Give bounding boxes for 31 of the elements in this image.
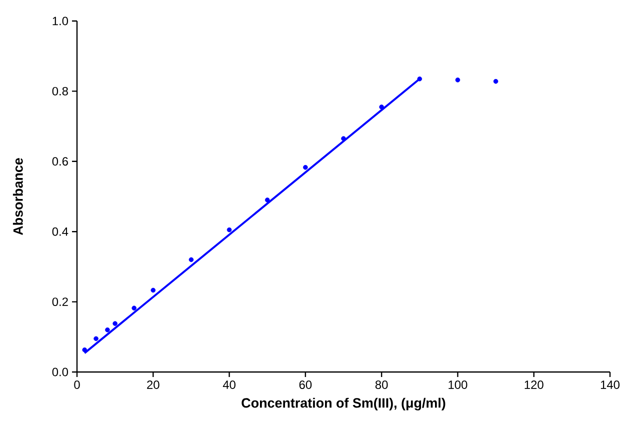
y-tick-label: 0.0 [52, 368, 68, 376]
y-tick-label: 0.2 [52, 298, 68, 306]
y-tick-label: 1.0 [52, 16, 68, 26]
x-tick-label: 20 [147, 380, 160, 389]
y-tick-label: 0.4 [52, 227, 68, 236]
point [188, 257, 194, 262]
point [132, 306, 137, 311]
point [455, 78, 460, 82]
point [94, 336, 98, 342]
x-tick-label: 0 [74, 380, 80, 389]
y-tick-label: 0.6 [52, 157, 68, 166]
point [226, 227, 232, 232]
point [341, 136, 346, 141]
x-axis-title: Concentration of Sm(III), (μg/ml) [242, 398, 446, 410]
point [150, 288, 156, 293]
x-tick-label: 100 [448, 380, 468, 389]
point [264, 198, 270, 202]
x-tick-label: 80 [375, 380, 388, 389]
point [105, 327, 110, 332]
x-tick-label: 140 [600, 380, 620, 389]
x-tick-label: 120 [524, 380, 544, 389]
x-tick-label: 40 [222, 380, 236, 389]
x-tick-label: 60 [299, 380, 312, 389]
point [379, 104, 384, 110]
y-axis-title: Absorbance [12, 158, 23, 236]
point [82, 347, 88, 352]
point [493, 78, 498, 84]
point [417, 76, 422, 82]
point [303, 164, 308, 170]
point [112, 321, 118, 326]
y-tick-label: 0.8 [52, 86, 68, 96]
